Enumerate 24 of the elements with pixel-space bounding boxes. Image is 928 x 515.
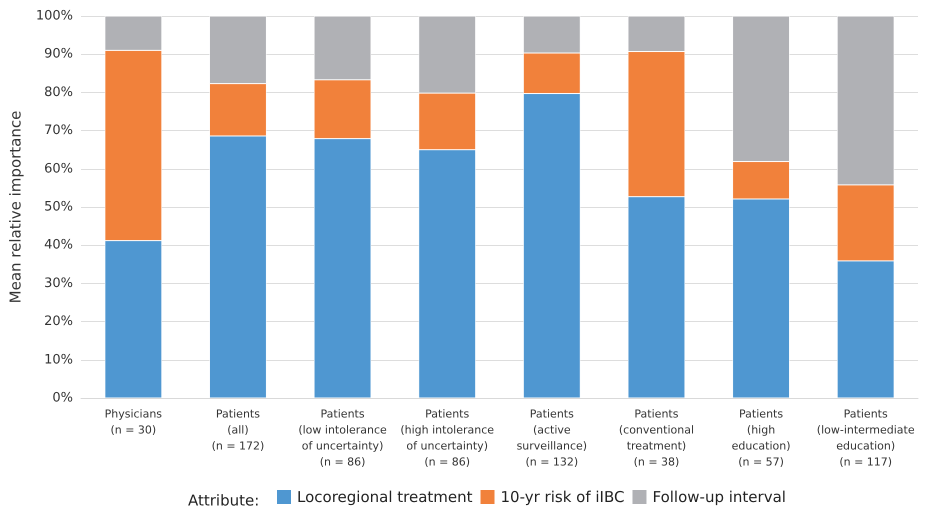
x-tick-label: Physicians (n = 30) [104,408,162,436]
y-tick-label: 80% [44,84,73,100]
x-tick-label: Patients (active surveillance) (n = 132) [516,408,588,468]
legend-label: Locoregional treatment [297,488,473,506]
y-tick-label: 30% [44,276,73,291]
y-tick-label: 60% [44,161,73,176]
legend-title: Attribute: [188,492,260,510]
y-tick-label: 0% [52,390,73,406]
y-tick-label: 10% [44,352,73,368]
x-tick-label: Patients (all) (n = 172) [212,408,264,452]
y-tick-label: 90% [44,46,73,62]
y-tick-label: 20% [44,314,73,330]
x-tick-label: Patients (low intolerance of uncertainty) (n = 86) [298,408,388,468]
legend-label: 10-yr risk of iIBC [500,488,624,506]
y-tick-label: 100% [36,8,73,24]
y-tick-label: 50% [44,200,73,214]
x-tick-label: Patients (high intolerance of uncertainty) (n = 86) [400,408,494,468]
y-tick-label: 40% [44,238,73,253]
y-tick-label: 70% [44,123,73,138]
legend-label: Follow-up interval [652,488,786,506]
x-tick-label: Patients (conventional treatment) (n = 38) [618,408,694,468]
y-axis-title: Mean relative importance [6,110,24,304]
x-tick-label: Patients (high education) (n = 57) [732,408,790,468]
x-tick-label: Patients (low-intermediate education) (n = 117) [816,408,915,468]
